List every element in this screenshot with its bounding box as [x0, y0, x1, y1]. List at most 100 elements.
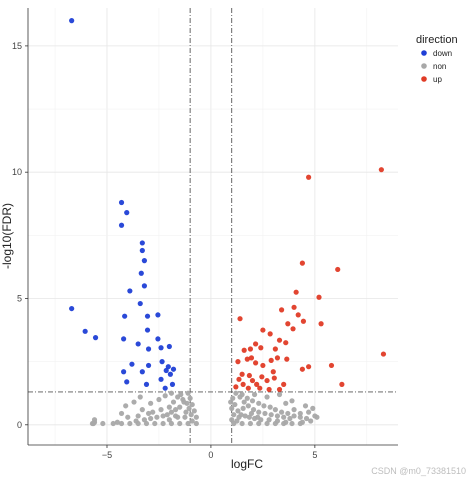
data-point-up [259, 374, 265, 380]
data-point-non [185, 420, 191, 427]
data-point-non [247, 420, 254, 427]
data-point-non [187, 395, 193, 401]
data-point-non [283, 400, 289, 406]
data-point-non [145, 410, 152, 417]
data-point-non [168, 390, 175, 396]
data-point-up [239, 371, 245, 377]
data-point-non [178, 391, 184, 398]
data-point-non [172, 407, 179, 413]
plot-panel [28, 8, 398, 445]
data-point-down [159, 359, 165, 365]
data-point-non [267, 404, 273, 410]
data-point-non [162, 393, 168, 399]
data-point-non [262, 410, 268, 417]
data-point-up [283, 340, 289, 346]
data-point-non [264, 420, 270, 427]
y-tick-label: 15 [12, 41, 22, 51]
data-point-non [193, 420, 199, 427]
data-point-non [310, 405, 316, 411]
data-point-non [289, 398, 295, 404]
data-point-up [266, 386, 272, 393]
data-point-non [229, 405, 235, 411]
data-point-non [249, 398, 256, 404]
data-point-down [145, 346, 152, 352]
data-point-non [172, 413, 179, 419]
data-point-non [184, 400, 190, 406]
data-point-down [121, 369, 127, 375]
watermark: CSDN @m0_73381510 [371, 466, 466, 476]
data-point-non [188, 412, 194, 418]
legend-title: direction [416, 34, 458, 46]
data-point-up [316, 294, 322, 300]
data-point-up [244, 356, 250, 362]
data-point-non [152, 420, 158, 427]
y-tick-label: 5 [17, 293, 22, 303]
data-point-up [274, 355, 281, 361]
data-point-non [166, 404, 172, 410]
data-point-up [246, 372, 252, 379]
data-point-down [129, 361, 135, 367]
data-point-up [270, 369, 276, 375]
data-point-non [314, 414, 320, 420]
data-point-non [246, 414, 252, 420]
data-point-non [182, 414, 188, 420]
data-point-non [110, 420, 116, 427]
data-point-up [249, 377, 256, 384]
data-point-down [167, 371, 173, 377]
data-point-non [164, 412, 170, 418]
data-point-up [260, 362, 266, 369]
data-point-up [272, 346, 278, 352]
data-point-non [232, 401, 238, 408]
axes: −5 0 5 0 5 10 15 [12, 8, 398, 460]
data-point-non [148, 415, 154, 422]
data-point-non [127, 420, 133, 427]
data-point-up [247, 346, 254, 352]
data-point-up [254, 381, 260, 387]
data-point-up [278, 307, 285, 313]
data-points [69, 18, 387, 427]
data-point-non [239, 391, 245, 398]
data-point-up [235, 359, 241, 365]
data-point-down [166, 343, 172, 350]
data-point-up [233, 384, 239, 390]
data-point-up [380, 351, 387, 357]
data-point-down [124, 379, 130, 385]
data-point-non [229, 417, 235, 423]
data-point-up [290, 326, 296, 332]
data-point-down [170, 366, 177, 372]
data-point-non [177, 420, 183, 427]
data-point-down [162, 385, 168, 391]
data-point-non [248, 410, 255, 417]
data-point-up [281, 381, 287, 387]
data-point-non [189, 418, 195, 424]
data-point-non [274, 418, 281, 424]
y-tick-label: 10 [12, 167, 22, 177]
data-point-non [189, 401, 195, 408]
data-point-up [264, 377, 270, 384]
x-tick-label: −5 [102, 450, 112, 460]
data-point-up [276, 386, 283, 393]
data-point-non [114, 419, 120, 425]
data-point-down [118, 199, 125, 206]
data-point-up [291, 304, 297, 310]
data-point-non [242, 413, 248, 419]
legend-label-non: non [433, 62, 446, 71]
data-point-non [154, 414, 160, 420]
legend-key-up [421, 76, 427, 82]
data-point-down [158, 376, 164, 382]
data-point-non [135, 413, 141, 419]
data-point-non [133, 418, 139, 424]
data-point-non [291, 413, 297, 419]
data-point-non [274, 413, 281, 419]
data-point-non [234, 418, 240, 424]
data-point-down [165, 364, 171, 370]
data-point-non [180, 396, 186, 403]
threshold-lines [28, 8, 398, 445]
data-point-non [168, 420, 175, 427]
data-point-non [236, 414, 242, 420]
data-point-non [193, 414, 199, 420]
data-point-non [90, 420, 97, 427]
data-point-down [141, 283, 148, 289]
data-point-up [306, 174, 312, 180]
